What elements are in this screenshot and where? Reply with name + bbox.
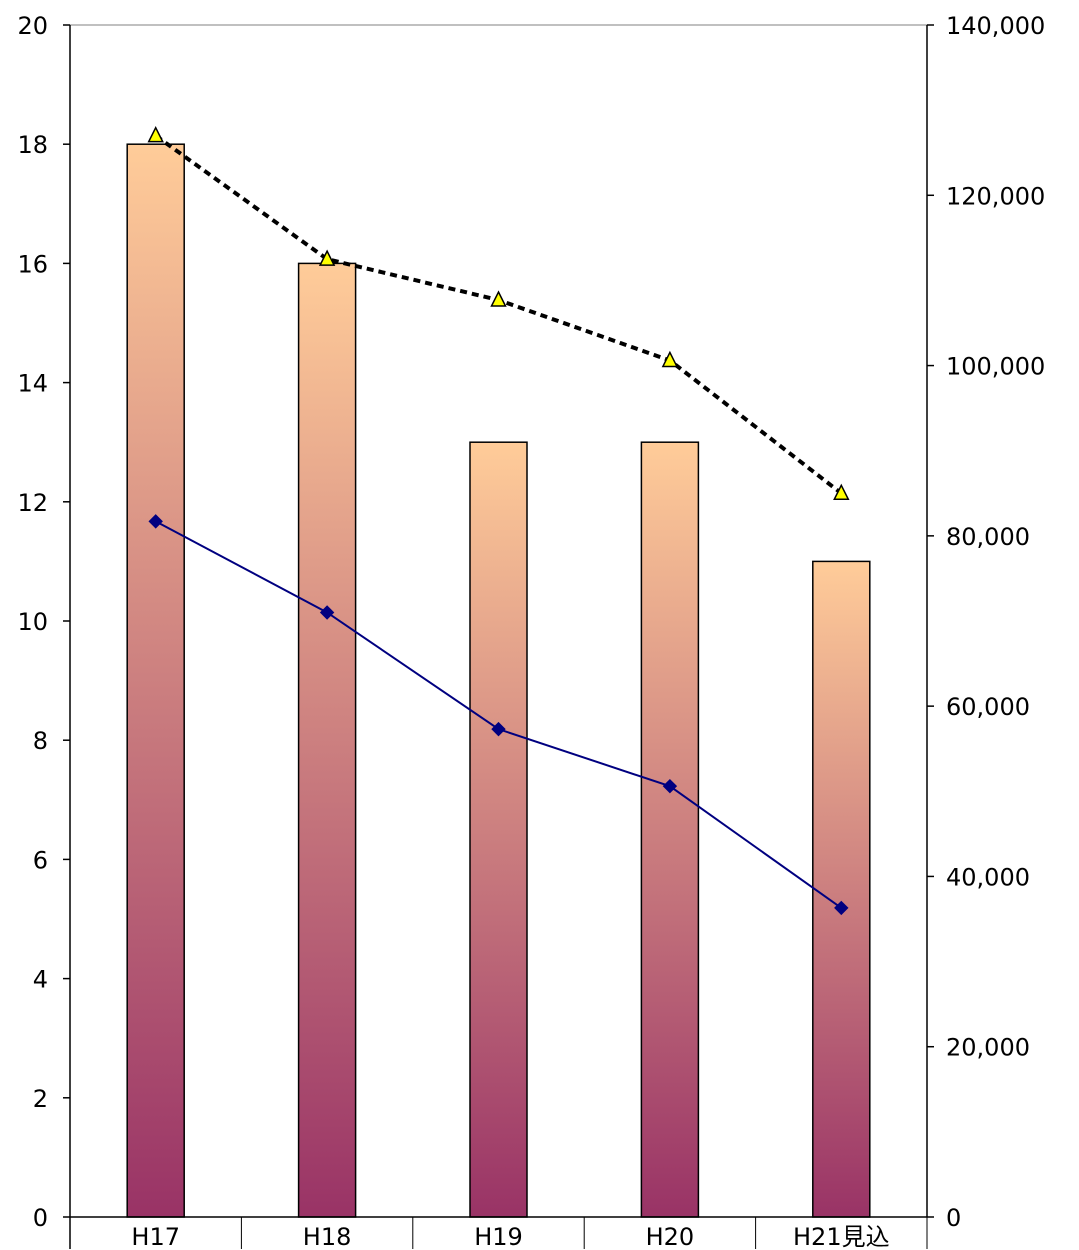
bar-H21見込	[812, 560, 871, 1218]
triangle-marker	[661, 350, 679, 368]
right-tick-label: 140,000	[946, 12, 1045, 40]
right-tick-label: 0	[946, 1204, 961, 1232]
triangle-marker	[490, 290, 507, 307]
right-tick-label: 120,000	[946, 182, 1045, 210]
left-tick-label: 2	[33, 1085, 48, 1113]
left-tick-label: 16	[17, 250, 48, 278]
left-tick-label: 18	[17, 131, 48, 159]
left-axis-ticks: 0 2 4 6 8 10 12 14 16 18 20	[17, 12, 70, 1232]
diamond-marker	[662, 778, 678, 794]
category-label: H20	[646, 1223, 695, 1250]
left-tick-label: 6	[33, 846, 48, 874]
diamond-marker	[148, 514, 163, 529]
line-series	[147, 126, 850, 916]
triangle-marker	[147, 126, 164, 143]
bar-H20	[640, 441, 700, 1218]
left-tick-label: 12	[17, 489, 48, 517]
left-tick-label: 14	[17, 370, 48, 398]
triangle-marker	[318, 249, 336, 266]
diamond-marker	[491, 721, 506, 737]
right-tick-label: 40,000	[946, 863, 1030, 891]
diamond-marker	[319, 605, 335, 620]
bar-H17	[126, 143, 185, 1218]
category-labels: H17 H18 H19 H20 H21見込	[131, 1223, 889, 1250]
left-tick-label: 20	[17, 12, 48, 40]
triangle-marker	[833, 483, 850, 501]
left-tick-label: 4	[33, 966, 48, 994]
axes	[69, 25, 928, 1249]
right-tick-label: 60,000	[946, 693, 1030, 721]
left-tick-label: 8	[33, 727, 48, 755]
category-label: H21見込	[793, 1223, 890, 1250]
left-tick-label: 10	[17, 608, 48, 636]
right-axis-ticks: 0 20,000 40,000 60,000 80,000 100,000 120,000 1…	[927, 12, 1045, 1232]
category-label: H18	[303, 1223, 352, 1250]
right-tick-label: 20,000	[946, 1034, 1030, 1062]
category-label: H19	[474, 1223, 523, 1250]
bar-H18	[297, 262, 357, 1218]
right-tick-label: 100,000	[946, 353, 1045, 381]
right-tick-label: 80,000	[946, 523, 1030, 551]
left-tick-label: 0	[33, 1204, 48, 1232]
bar-H19	[469, 441, 528, 1218]
category-label: H17	[131, 1223, 180, 1250]
diamond-marker	[834, 900, 849, 916]
